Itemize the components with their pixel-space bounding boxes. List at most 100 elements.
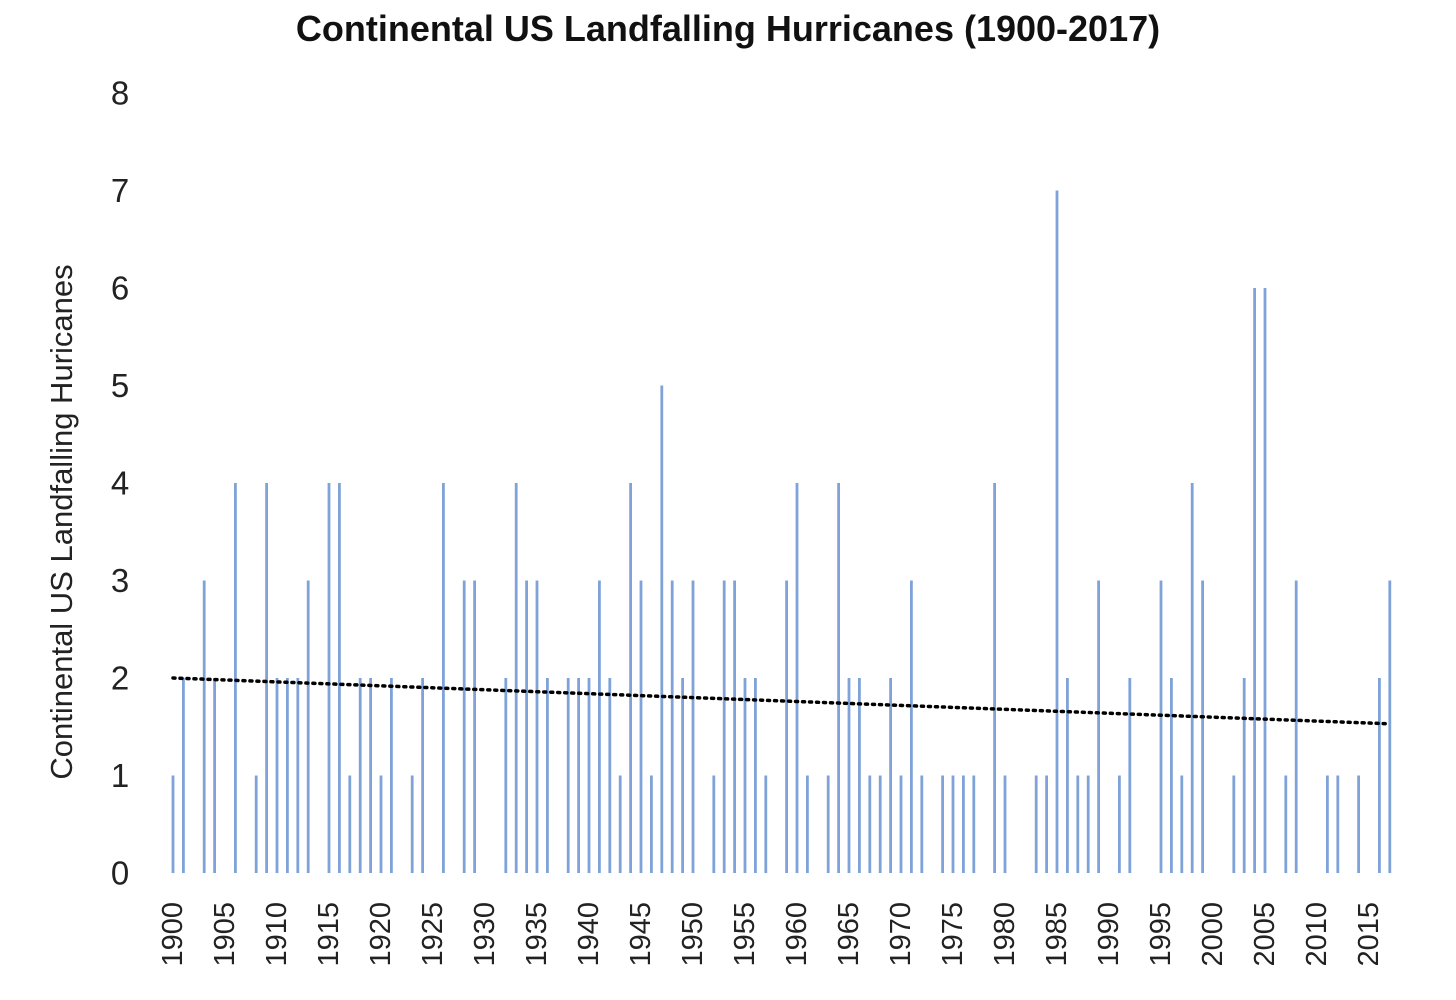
bar-1998 [1190,483,1194,873]
bar-1952 [712,775,716,873]
bar-1995 [1159,580,1163,873]
bar-1920 [379,775,383,873]
y-axis-ticks: 0 1 2 3 4 5 6 7 8 [111,75,129,892]
bar-1972 [920,775,924,873]
bar-1935 [535,580,539,873]
bar-2002 [1232,775,1236,873]
bar-2017 [1388,580,1392,873]
x-tick-label: 2010 [1301,902,1333,967]
y-tick-label: 5 [111,367,129,404]
bar-1932 [504,678,508,873]
x-tick-label: 1925 [417,902,449,967]
bar-1908 [254,775,258,873]
bar-1979 [993,483,996,873]
y-tick-label: 2 [111,660,129,697]
bar-1997 [1180,775,1184,873]
bar-1926 [442,483,445,873]
bar-1991 [1118,775,1121,873]
bar-1986 [1066,678,1069,873]
bar-1957 [764,775,768,873]
x-tick-label: 1950 [677,902,709,967]
bar-2007 [1284,775,1288,873]
bar-1928 [462,580,466,873]
bar-1967 [868,775,872,873]
bar-series [171,190,1392,873]
bar-1961 [806,775,809,873]
x-tick-label: 1945 [625,902,657,967]
bar-1909 [265,483,268,873]
bar-1940 [587,678,591,873]
x-tick-label: 1960 [781,902,813,967]
bar-1953 [722,580,726,873]
y-tick-label: 1 [111,757,129,794]
bar-1942 [608,678,612,873]
bar-1988 [1086,775,1090,873]
trendline-path [171,676,1392,726]
bar-1965 [847,678,851,873]
bar-1975 [951,775,955,873]
x-tick-label: 2015 [1353,902,1385,967]
chart-title: Continental US Landfalling Hurricanes (1… [295,8,1161,49]
bar-1960 [795,483,799,873]
bar-1917 [348,775,352,873]
x-axis-ticks: 1900 1905 1910 1915 1920 1925 1930 1935 1940 1945… [157,902,1385,967]
bar-1943 [618,775,622,873]
x-tick-label: 1970 [885,902,917,967]
bar-2014 [1357,775,1360,873]
bar-1911 [286,678,289,873]
y-tick-label: 0 [111,855,129,892]
bar-1966 [858,678,861,873]
x-tick-label: 2005 [1249,902,1281,967]
bar-1976 [962,775,965,873]
bar-2005 [1263,288,1267,873]
bar-1910 [275,678,279,873]
y-tick-label: 6 [111,270,129,307]
x-tick-label: 1955 [729,902,761,967]
x-tick-label: 1930 [469,902,501,967]
bar-1900 [171,775,175,873]
bar-1983 [1034,775,1038,873]
bar-1963 [826,775,830,873]
bar-1992 [1128,678,1132,873]
x-tick-label: 1920 [365,902,397,967]
y-tick-label: 4 [111,465,129,502]
bar-1987 [1076,775,1080,873]
bar-1946 [650,775,653,873]
bar-2008 [1294,580,1298,873]
bar-1941 [598,580,601,873]
bar-1901 [182,678,185,873]
x-tick-label: 2000 [1197,902,1229,967]
bar-1904 [213,678,216,873]
bar-1974 [941,775,944,873]
bar-1964 [837,483,840,873]
bar-1924 [421,678,424,873]
x-tick-label: 1905 [209,902,241,967]
bar-1959 [785,580,788,873]
x-tick-label: 1900 [157,902,189,967]
bar-1906 [234,483,237,873]
x-tick-label: 1965 [833,902,865,967]
bar-1971 [910,580,913,873]
bar-2016 [1378,678,1381,873]
bar-1949 [681,678,684,873]
bar-1916 [338,483,341,873]
bar-1989 [1097,580,1100,873]
bar-1977 [972,775,976,873]
trendline [171,676,1392,726]
x-tick-label: 1940 [573,902,605,967]
bar-2004 [1253,288,1256,873]
bar-2003 [1242,678,1246,873]
bar-1938 [566,678,570,873]
bar-1936 [546,678,549,873]
bar-1933 [514,483,518,873]
bar-1985 [1055,190,1059,873]
bar-1950 [691,580,695,873]
bar-1913 [306,580,310,873]
bar-1923 [410,775,414,873]
bar-1918 [358,678,362,873]
x-tick-label: 1990 [1093,902,1125,967]
bar-1934 [525,580,528,873]
bar-1956 [754,678,757,873]
y-tick-label: 7 [111,172,129,209]
bar-2012 [1336,775,1340,873]
